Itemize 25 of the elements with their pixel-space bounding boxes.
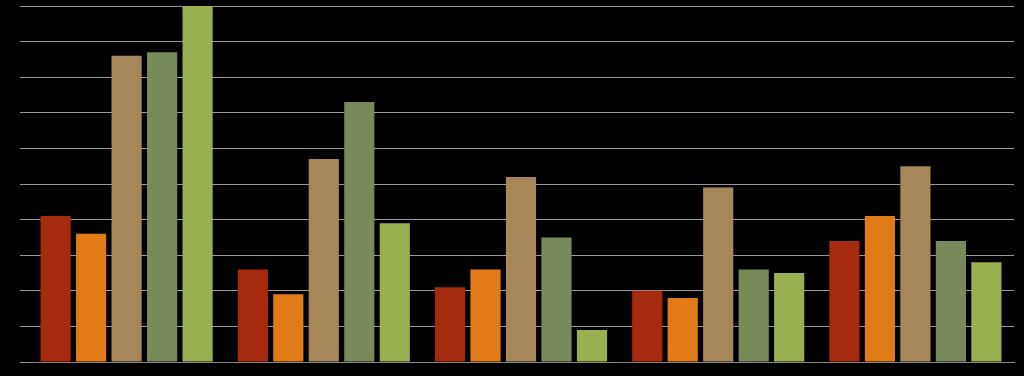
bar	[344, 102, 375, 362]
bar	[632, 290, 663, 362]
bar	[738, 269, 769, 362]
bar	[111, 55, 142, 362]
bar	[434, 287, 466, 362]
bar	[667, 297, 698, 362]
bar	[470, 269, 501, 362]
bar	[237, 269, 268, 362]
bar	[703, 187, 734, 362]
bar	[829, 240, 860, 362]
bar	[379, 223, 410, 362]
bar	[576, 329, 608, 362]
bar	[40, 216, 71, 362]
bar	[935, 240, 966, 362]
bar	[505, 176, 537, 362]
bar	[774, 273, 805, 362]
bar	[182, 6, 213, 362]
bar	[273, 294, 304, 362]
bar	[864, 216, 895, 362]
bar	[971, 262, 1002, 362]
bar	[308, 159, 339, 362]
bar	[76, 233, 107, 362]
bar	[900, 166, 931, 362]
bar	[541, 237, 572, 362]
bar	[147, 52, 178, 362]
